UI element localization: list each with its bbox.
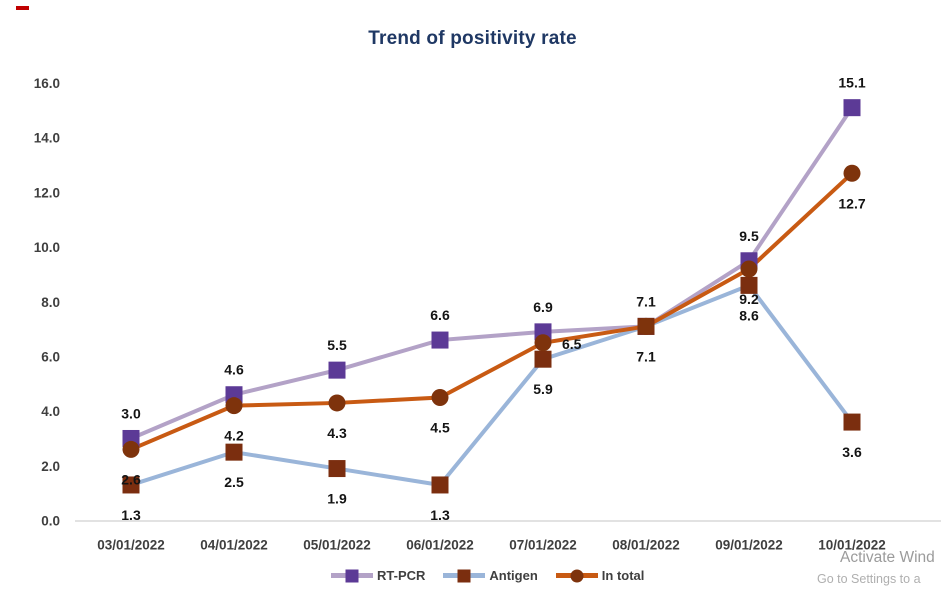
data-label-rt-pcr: 6.9 (533, 299, 553, 315)
legend-marker-in-total (570, 569, 584, 582)
marker-rt-pcr (843, 99, 861, 117)
y-tick-label: 8.0 (41, 295, 60, 310)
marker-in-total (431, 388, 449, 406)
data-label-antigen: 5.9 (533, 381, 553, 397)
marker-in-total (328, 394, 346, 412)
y-tick-label: 6.0 (41, 349, 60, 364)
y-tick-label: 14.0 (34, 131, 60, 146)
x-tick-label: 08/01/2022 (612, 538, 680, 553)
data-label-rt-pcr: 7.1 (636, 293, 656, 309)
marker-in-total (843, 164, 861, 182)
legend-line-antigen (443, 569, 486, 582)
x-tick-label: 05/01/2022 (303, 538, 371, 553)
data-label-antigen: 7.1 (636, 348, 656, 364)
chart-title: Trend of positivity rate (368, 28, 577, 49)
legend: RT-PCR Antigen In total (331, 568, 644, 583)
legend-label-antigen: Antigen (489, 568, 538, 583)
legend-label-rt-pcr: RT-PCR (377, 568, 426, 583)
legend-item-rt-pcr: RT-PCR (331, 568, 425, 583)
watermark-activate-text: Activate Wind (840, 549, 935, 566)
data-label-antigen: 2.5 (224, 474, 244, 490)
data-label-rt-pcr: 4.6 (224, 362, 244, 378)
data-label-antigen: 1.3 (121, 507, 141, 523)
marker-antigen (328, 460, 346, 478)
marker-in-total (534, 334, 552, 352)
marker-in-total (122, 440, 140, 458)
marker-antigen (122, 476, 140, 494)
data-label-in-total: 4.3 (327, 425, 347, 441)
marker-in-total (740, 260, 758, 278)
legend-marker-rt-pcr (345, 569, 359, 582)
data-label-in-total: 2.6 (121, 471, 141, 487)
series-line-rt-pcr (130, 106, 854, 441)
y-tick-label: 12.0 (34, 185, 60, 200)
data-label-rt-pcr: 5.5 (327, 337, 347, 353)
data-label-in-total: 4.5 (430, 419, 450, 435)
data-label-in-total: 9.2 (739, 291, 759, 307)
y-tick-label: 2.0 (41, 459, 60, 474)
legend-line-in-total (555, 569, 598, 582)
legend-item-in-total: In total (555, 568, 645, 583)
marker-antigen (534, 350, 552, 368)
marker-in-total (225, 397, 243, 415)
legend-label-in-total: In total (601, 568, 645, 583)
x-tick-label: 03/01/2022 (97, 538, 165, 553)
watermark-settings-text: Go to Settings to a (817, 572, 921, 586)
marker-rt-pcr (431, 331, 449, 349)
x-tick-label: 06/01/2022 (406, 538, 474, 553)
x-tick-label: 07/01/2022 (509, 538, 577, 553)
data-label-antigen: 1.3 (430, 507, 450, 523)
marker-rt-pcr (328, 361, 346, 379)
legend-item-antigen: Antigen (443, 568, 538, 583)
data-label-rt-pcr: 6.6 (430, 307, 450, 323)
data-label-in-total: 4.2 (224, 428, 244, 444)
marker-antigen (843, 413, 861, 431)
marker-antigen (740, 276, 758, 294)
series-line-antigen (130, 282, 854, 488)
series-line-in-total (130, 171, 854, 452)
marker-antigen (225, 443, 243, 461)
marker-in-total (637, 317, 655, 335)
x-tick-label: 09/01/2022 (715, 538, 783, 553)
x-tick-label: 04/01/2022 (200, 538, 268, 553)
data-label-antigen: 1.9 (327, 491, 347, 507)
red-mark (16, 6, 29, 10)
data-label-antigen: 8.6 (739, 307, 759, 323)
y-tick-label: 4.0 (41, 404, 60, 419)
x-tick-label: 10/01/2022 (818, 538, 886, 553)
marker-antigen (431, 476, 449, 494)
data-label-in-total: 12.7 (838, 195, 865, 211)
y-tick-label: 10.0 (34, 240, 60, 255)
y-tick-label: 16.0 (34, 76, 60, 91)
data-label-in-total: 6.5 (562, 336, 582, 352)
data-label-rt-pcr: 15.1 (838, 75, 865, 91)
legend-marker-antigen (457, 569, 471, 582)
data-label-antigen: 3.6 (842, 444, 862, 460)
data-label-rt-pcr: 9.5 (739, 228, 759, 244)
data-label-rt-pcr: 3.0 (121, 405, 141, 421)
y-tick-label: 0.0 (41, 514, 60, 529)
legend-line-rt-pcr (331, 569, 373, 582)
